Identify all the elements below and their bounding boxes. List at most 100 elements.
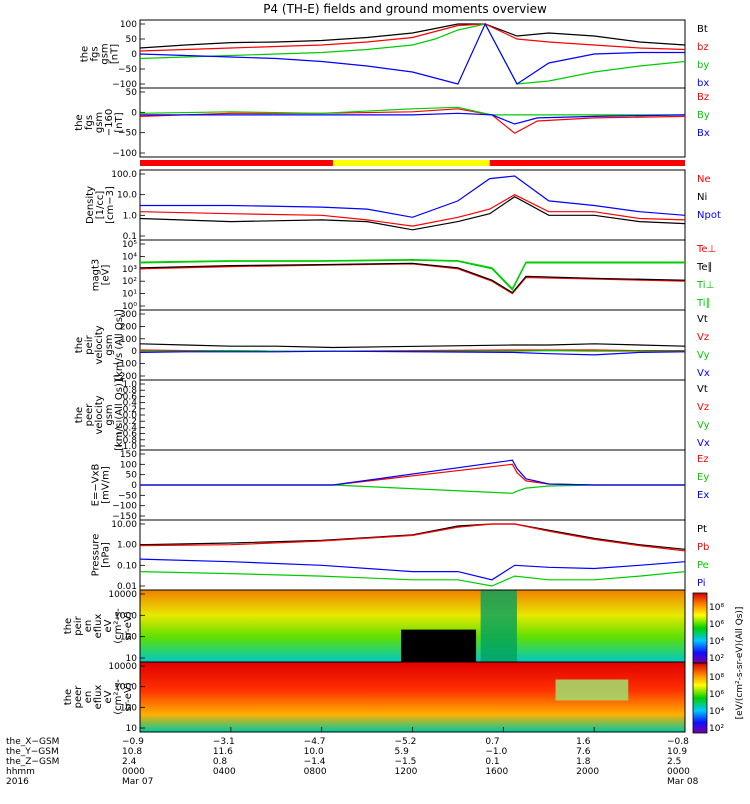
y-tick-label: 10 xyxy=(126,654,138,664)
y-axis-label-line: −160 xyxy=(104,109,115,136)
ephemeris-row-label: the_Y−GSM xyxy=(6,747,59,757)
series-line-Ex xyxy=(140,459,685,486)
legend-entry: Te⊥ xyxy=(696,244,716,255)
legend-entry: bz xyxy=(697,42,709,53)
ephemeris-row-label: the_Z−GSM xyxy=(6,757,59,767)
ephemeris-value: 2000 xyxy=(576,767,599,777)
legend-entry: Vt xyxy=(697,314,708,325)
ephemeris-value: 0.1 xyxy=(485,757,499,767)
colorbar-bottom-tick: 10⁶ xyxy=(709,690,724,700)
panel-peir-vel: 3002001000−100−200thepeirvelocitygsm[km/… xyxy=(74,309,710,382)
legend-entry: Bt xyxy=(697,24,708,35)
ephemeris-value: 0.7 xyxy=(485,737,499,747)
y-tick-label: −50 xyxy=(118,65,137,75)
y-tick-label: 1.00 xyxy=(117,541,137,551)
y-axis-label-line: [mV/m] xyxy=(101,466,112,504)
y-tick-label: −100 xyxy=(112,149,137,159)
y-tick-label: 10.0 xyxy=(117,191,137,201)
ephemeris-value: 1.8 xyxy=(576,757,591,767)
series-line-Vt xyxy=(139,343,686,349)
series-line-Npot xyxy=(140,175,686,218)
y-axis-label-line: the xyxy=(74,114,85,130)
y-tick-label: 10² xyxy=(122,277,137,287)
y-tick-label: 10¹ xyxy=(122,290,137,300)
y-axis-label: thepeirvelocitygsm[km/s (All Qs)] xyxy=(74,309,125,381)
y-axis-label: thefgsgsm−160[nT] xyxy=(74,109,125,136)
y-axis-label-line: en xyxy=(83,620,94,633)
y-axis-label-line: Density xyxy=(85,186,96,224)
legend-entry: Npot xyxy=(697,210,721,221)
ephemeris-value: Mar 08 xyxy=(667,777,699,787)
y-axis-label-line: [nT] xyxy=(114,112,125,132)
panel-peer-spec: 10000 1000 100 10 thepeerenefluxeV(cm²-s-sr-… xyxy=(63,661,686,734)
y-axis-label-line: peir xyxy=(73,615,84,635)
y-tick-label: 150 xyxy=(120,450,137,460)
y-axis-label: magt3[eV] xyxy=(91,259,112,292)
ephemeris-value: 1200 xyxy=(395,767,418,777)
ephemeris-value: 0800 xyxy=(304,767,327,777)
colorbar-top-tick: 10⁶ xyxy=(709,620,724,630)
y-axis-label: thepeervelocitygsm[km/s (All Qs)] xyxy=(74,379,125,451)
panel-frame xyxy=(139,309,686,381)
series-line-bz xyxy=(139,23,686,52)
y-tick-label: −150 xyxy=(112,512,137,522)
ephemeris-value: 1.6 xyxy=(576,737,591,747)
y-axis-label-line: peir xyxy=(84,334,95,354)
panel-frame xyxy=(139,239,686,311)
legend-entry: Ti⊥ xyxy=(696,280,714,291)
legend-entry: Pe xyxy=(697,560,709,571)
y-tick-label: 1000 xyxy=(114,683,137,693)
panel-peir-spec: 10000 1000 100 10 thepeirenefluxeV(cm²-s-sr-… xyxy=(63,589,686,664)
ephemeris-value: 10.8 xyxy=(122,747,142,757)
colorbar-bottom-tick: 10⁸ xyxy=(709,673,724,683)
ephemeris-value: 2.5 xyxy=(667,757,681,767)
legend-entry: Pi xyxy=(697,578,706,589)
ephemeris-value: 0400 xyxy=(213,767,236,777)
y-tick-label: 100 xyxy=(120,703,137,713)
colorbar-peir xyxy=(692,592,708,664)
y-axis-label: thefgsgsm[nT] xyxy=(80,43,121,64)
colorbar-label: [eV/(cm²-s-sr-eV)(All Qs)] xyxy=(735,607,745,720)
y-tick-label: 0 xyxy=(131,50,137,60)
y-tick-label: 100 xyxy=(120,20,137,30)
ephemeris-value: 11.6 xyxy=(213,747,233,757)
y-axis-label-line: the xyxy=(63,689,74,705)
legend-entry: By xyxy=(697,110,710,121)
y-tick-label: 10000 xyxy=(108,662,137,672)
y-tick-label: 1.0 xyxy=(123,380,138,390)
y-axis-label-line: gsm xyxy=(94,112,105,133)
y-axis-label-line: (cm²-s- xyxy=(113,679,124,715)
series-line-Pe xyxy=(139,571,686,587)
legend-entry: bx xyxy=(697,78,709,89)
y-tick-label: 0.6 xyxy=(123,392,138,402)
legend-entry: Ni xyxy=(697,192,707,203)
y-tick-label: −1.0 xyxy=(115,442,137,452)
legend-entry: Ez xyxy=(697,454,709,465)
series-line-By xyxy=(139,106,685,116)
ephemeris-row-label: 2016 xyxy=(6,777,29,787)
series-line-Bx xyxy=(140,112,686,125)
mode-bar-segment xyxy=(140,160,334,166)
y-tick-label: 0.01 xyxy=(117,582,137,592)
y-tick-label: −50 xyxy=(118,129,137,139)
y-axis-label-line: (cm²-s- xyxy=(113,608,124,644)
y-axis-label-line: the xyxy=(74,337,85,353)
panel-fgs-dsl: 50 0 −50 −100 thefgsgsm−160[nT] Bz By Bx xyxy=(74,87,710,159)
legend-entry: Vy xyxy=(697,350,710,361)
y-axis-label-line: velocity xyxy=(94,395,105,434)
y-axis-label: Pressure[nPa] xyxy=(91,534,112,577)
panel-pressure: 10.00 1.00 0.10 0.01 Pressure[nPa] Pt Pb Pe Pi xyxy=(91,519,709,592)
ephemeris-row-label: the_X−GSM xyxy=(6,737,59,747)
ephemeris-value: 10.9 xyxy=(667,747,687,757)
y-tick-label: −100 xyxy=(112,360,137,370)
y-axis-label: Density[1/cc][cm−3] xyxy=(85,186,116,224)
legend-entry: Ne xyxy=(697,174,711,185)
y-tick-label: −0.2 xyxy=(115,417,137,427)
colorbar-top-tick: 10² xyxy=(709,654,724,664)
colorbar-top-tick: 10⁴ xyxy=(709,637,724,647)
series-line-Ni xyxy=(139,195,686,231)
panel-stack: 100500−50−100thefgsgsm[nT]Btbzbybx500−50… xyxy=(63,19,721,734)
y-axis-label-line: velocity xyxy=(94,325,105,364)
spectrogram-gap xyxy=(401,629,477,662)
